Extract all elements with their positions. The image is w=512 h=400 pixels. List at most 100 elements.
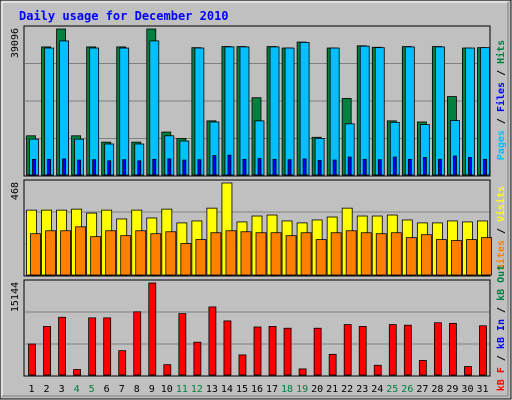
- bar-pages: [62, 158, 66, 176]
- bar-sites: [435, 239, 447, 276]
- bar-files: [465, 47, 475, 176]
- bar-pages: [227, 154, 232, 176]
- bar-files: [194, 47, 205, 176]
- bar-files: [480, 47, 490, 176]
- bar-pages: [422, 157, 427, 176]
- bar-kb-f: [283, 327, 292, 376]
- legend-entry: Hits: [495, 40, 507, 64]
- bar-pages: [182, 159, 187, 176]
- bar-kb-f: [223, 320, 232, 376]
- bar-sites: [451, 240, 462, 276]
- bar-sites: [180, 243, 192, 276]
- hits-files-pages-panel: 39096 Pages / Files / Hits: [10, 25, 507, 177]
- x-tick-label: 14: [221, 384, 233, 395]
- bar-pages: [317, 160, 322, 176]
- bar-sites: [60, 230, 71, 276]
- bar-files: [404, 46, 415, 176]
- legend-entry: Pages: [496, 130, 507, 160]
- bar-pages: [392, 156, 397, 176]
- bar-pages: [302, 158, 307, 176]
- legend-entry: kB In: [496, 319, 507, 349]
- bar-pages: [77, 159, 82, 176]
- bar-kb-f: [133, 311, 142, 376]
- legend-entry: kB F: [496, 367, 507, 391]
- x-tick-label: 27: [416, 384, 428, 395]
- bar-pages: [197, 159, 202, 176]
- bar-pages: [287, 159, 292, 176]
- bar-sites: [225, 230, 237, 276]
- bar-files: [239, 46, 250, 176]
- bar-pages: [152, 158, 157, 176]
- bar-sites: [330, 232, 342, 276]
- bar-kb-f: [373, 364, 382, 376]
- bar-sites: [105, 230, 117, 276]
- legend-entry: Visits: [495, 186, 507, 222]
- bar-kb-f: [103, 317, 112, 376]
- bar-pages: [453, 155, 457, 176]
- bar-pages: [47, 158, 51, 176]
- bar-sites: [360, 232, 372, 276]
- bar-kb-f: [238, 354, 247, 376]
- x-tick-label: 5: [89, 384, 95, 395]
- chart-title: Daily usage for December 2010: [19, 9, 229, 23]
- bar-sites: [481, 237, 492, 276]
- bar-files: [329, 47, 340, 176]
- bar-kb-f: [163, 364, 172, 376]
- bar-pages: [437, 158, 442, 176]
- bar-kb-f: [148, 282, 157, 376]
- x-tick-label: 29: [446, 384, 458, 395]
- bar-pages: [167, 158, 172, 176]
- x-tick-label: 12: [191, 384, 203, 395]
- bar-files: [299, 42, 310, 176]
- bar-files: [149, 40, 160, 176]
- x-tick-label: 17: [266, 384, 278, 395]
- bar-sites: [150, 233, 162, 276]
- bar-kb-f: [43, 325, 51, 376]
- bar-sites: [405, 237, 417, 276]
- bar-pages: [272, 158, 277, 176]
- panel-legend: kB F / kB In / kB Out: [496, 265, 507, 391]
- bar-kb-f: [208, 306, 217, 376]
- bar-kb-f: [28, 343, 36, 376]
- bar-kb-f: [178, 313, 187, 376]
- x-tick-label: 28: [431, 384, 443, 395]
- bar-files: [374, 47, 385, 176]
- bar-pages: [212, 155, 217, 176]
- bar-pages: [377, 159, 382, 176]
- bar-kb-f: [464, 366, 472, 376]
- x-tick-label: 22: [341, 384, 353, 395]
- bar-sites: [75, 226, 87, 276]
- bar-files: [89, 47, 100, 176]
- bar-kb-f: [358, 325, 367, 376]
- bar-pages: [137, 160, 142, 176]
- legend-entry: Sites: [495, 240, 507, 270]
- x-tick-label: 25: [386, 384, 398, 395]
- x-tick-label: 18: [281, 384, 293, 395]
- bar-kb-f: [343, 324, 352, 376]
- bar-pages: [32, 158, 36, 176]
- visits-sites-panel: 468 Sites / Visits: [10, 179, 507, 277]
- x-tick-label: 9: [149, 384, 155, 395]
- bar-files: [269, 46, 280, 176]
- bar-kb-f: [449, 322, 457, 376]
- bar-files: [359, 45, 370, 176]
- bar-sites: [420, 234, 432, 276]
- bar-sites: [390, 232, 402, 276]
- bar-sites: [45, 230, 56, 276]
- bar-kb-f: [388, 324, 397, 376]
- kbytes-panel: 15144 kB F / kB In / kB Out: [10, 265, 507, 391]
- bar-kb-f: [403, 324, 412, 376]
- x-tick-label: 21: [326, 384, 338, 395]
- bar-sites: [315, 239, 327, 276]
- bar-pages: [122, 159, 127, 176]
- bar-pages: [242, 158, 247, 176]
- bar-kb-f: [328, 353, 337, 376]
- x-tick-label: 16: [251, 384, 263, 395]
- x-tick-label: 4: [74, 384, 80, 395]
- x-tick-label: 20: [311, 384, 323, 395]
- bar-pages: [407, 158, 412, 176]
- bar-pages: [362, 158, 367, 176]
- x-tick-label: 19: [296, 384, 308, 395]
- bar-sites: [195, 239, 207, 276]
- x-tick-label: 7: [119, 384, 125, 395]
